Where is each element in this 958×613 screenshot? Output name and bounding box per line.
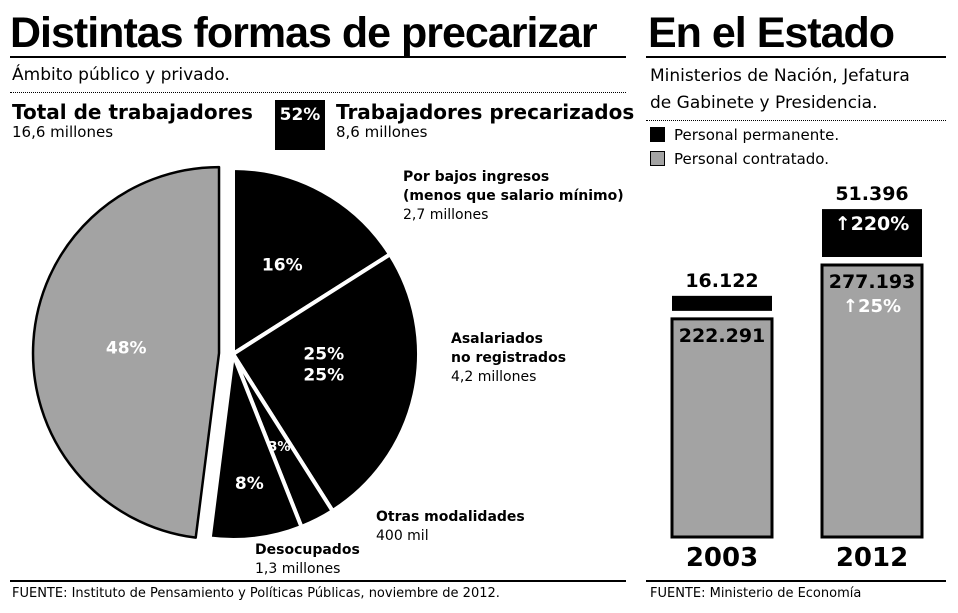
left-title: Distintas formas de precarizar [10,9,598,57]
right-subtitle-line1: Ministerios de Nación, Jefatura [650,66,910,86]
pie-slice-label-0: 16% [262,255,303,275]
right-source: FUENTE: Ministerio de Economía [650,586,862,601]
left-source: FUENTE: Instituto de Pensamiento y Polít… [12,586,500,601]
label-otras-value: 400 mil [376,528,429,544]
bar-year-2012: 2012 [835,543,909,573]
bar-year-2003: 2003 [685,543,759,573]
label-asal-value: 4,2 millones [451,369,537,385]
pie-slice-4 [31,165,221,539]
bar-contratado-2003 [670,317,774,539]
bar-permanente-value-2003: 16.122 [685,269,759,292]
precar-badge: 52% [275,100,325,150]
bar-contratado-change-2012: ↑25% [842,296,902,317]
pie-slice-0 [231,166,393,356]
legend-label-permanente: Personal permanente. [674,126,840,144]
label-desoc-value: 1,3 millones [255,561,341,577]
right-bottom-rule [646,580,946,582]
precar-value: 8,6 millones [336,123,428,141]
total-value: 16,6 millones [12,123,114,141]
total-title: Total de trabajadores [12,100,253,124]
bar-contratado-value-2003: 222.291 [678,324,766,347]
left-title-rule [10,56,626,58]
bar-permanente-2003 [672,295,772,311]
pie-slice-label-1: 25% [303,365,344,385]
bar-permanente-2012 [822,209,922,257]
right-title-rule [646,56,946,58]
pie-slice-3 [207,352,304,542]
pie-slice-label-2: 3% [268,440,290,455]
label-asal-line2: no registrados [451,350,567,366]
precar-title: Trabajadores precarizados [336,100,635,124]
left-dotted-rule [10,92,626,93]
bar-contratado-2012 [820,263,924,539]
label-otras-line1: Otras modalidades [376,509,525,525]
label-bajos-value: 2,7 millones [403,207,489,223]
label-bajos-line2: (menos que salario mínimo) [403,188,624,204]
right-dotted-rule [646,120,946,121]
right-subtitle-line2: de Gabinete y Presidencia. [650,93,878,113]
legend-swatch-permanente [650,127,665,142]
label-asal-line1: Asalariados [451,331,543,347]
pie-slice-extra-label: 25% [303,344,344,364]
bar-contratado-value-2012: 277.193 [828,271,916,293]
right-title: En el Estado [648,9,895,57]
left-subtitle: Ámbito público y privado. [12,65,230,85]
bar-permanente-change-2012: ↑220% [834,213,910,236]
left-bottom-rule [10,580,626,582]
pie-slice-label-3: 8% [235,474,264,494]
pie-slice-1 [231,252,421,514]
bar-permanente-value-2012: 51.396 [835,183,909,206]
pie-slice-label-4: 48% [106,338,147,358]
label-bajos-line1: Por bajos ingresos [403,169,550,185]
legend-label-contratado: Personal contratado. [674,150,829,168]
label-desoc-line1: Desocupados [255,542,360,558]
legend-swatch-contratado [650,151,665,166]
